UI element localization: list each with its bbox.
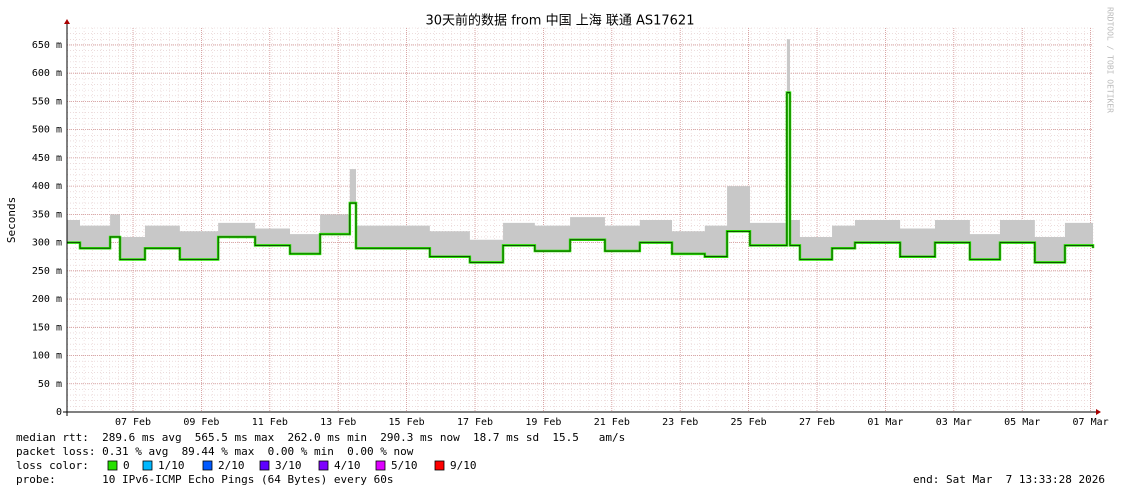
loss-swatch — [375, 460, 386, 471]
loss-swatch — [142, 460, 153, 471]
y-arrow — [64, 19, 70, 24]
x-tick-label: 01 Mar — [867, 417, 903, 428]
stats-line: probe: 10 IPv6-ICMP Echo Pings (64 Bytes… — [16, 473, 394, 486]
loss-label: 0 — [123, 459, 130, 472]
chart-title: 30天前的数据 from 中国 上海 联通 AS17621 — [426, 13, 695, 29]
y-tick-label: 250 m — [32, 266, 62, 277]
y-tick-label: 200 m — [32, 294, 62, 305]
loss-label: 2/10 — [218, 459, 245, 472]
x-tick-label: 07 Feb — [115, 417, 151, 428]
y-tick-label: 350 m — [32, 209, 62, 220]
y-tick-label: 50 m — [38, 379, 62, 390]
x-arrow — [1096, 409, 1101, 415]
x-tick-label: 19 Feb — [525, 417, 561, 428]
y-tick-label: 150 m — [32, 322, 62, 333]
x-tick-label: 11 Feb — [252, 417, 288, 428]
y-tick-label: 450 m — [32, 153, 62, 164]
stats-line: packet loss: 0.31 % avg 89.44 % max 0.00… — [16, 445, 414, 458]
y-tick-label: 650 m — [32, 40, 62, 51]
loss-swatch — [259, 460, 270, 471]
x-tick-label: 23 Feb — [662, 417, 698, 428]
y-tick-label: 500 m — [32, 125, 62, 136]
loss-label: 5/10 — [391, 459, 418, 472]
y-axis-label: Seconds — [5, 197, 18, 243]
smoke-area — [67, 39, 1093, 263]
y-tick-label: 300 m — [32, 238, 62, 249]
loss-label: 9/10 — [450, 459, 477, 472]
watermark: RRDTOOL / TOBI OETIKER — [1106, 7, 1115, 113]
x-tick-label: 25 Feb — [731, 417, 767, 428]
y-tick-label: 0 — [56, 407, 62, 418]
loss-swatch — [202, 460, 213, 471]
median-line-core — [67, 92, 1094, 263]
loss-swatch — [107, 460, 118, 471]
x-tick-label: 21 Feb — [594, 417, 630, 428]
x-tick-label: 03 Mar — [936, 417, 972, 428]
loss-label: 1/10 — [158, 459, 185, 472]
x-tick-label: 15 Feb — [389, 417, 425, 428]
stats-line: median rtt: 289.6 ms avg 565.5 ms max 26… — [16, 431, 625, 444]
loss-swatch — [434, 460, 445, 471]
y-tick-label: 100 m — [32, 351, 62, 362]
x-tick-label: 05 Mar — [1004, 417, 1040, 428]
loss-title: loss color: — [16, 459, 89, 472]
x-tick-label: 07 Mar — [1073, 417, 1109, 428]
end-time: end: Sat Mar 7 13:33:28 2026 — [913, 473, 1105, 486]
x-tick-label: 13 Feb — [320, 417, 356, 428]
y-tick-label: 600 m — [32, 68, 62, 79]
y-tick-label: 550 m — [32, 96, 62, 107]
y-tick-label: 400 m — [32, 181, 62, 192]
x-tick-label: 17 Feb — [457, 417, 493, 428]
loss-swatch — [318, 460, 329, 471]
x-tick-label: 27 Feb — [799, 417, 835, 428]
loss-label: 4/10 — [334, 459, 361, 472]
loss-label: 3/10 — [275, 459, 302, 472]
x-tick-label: 09 Feb — [183, 417, 219, 428]
